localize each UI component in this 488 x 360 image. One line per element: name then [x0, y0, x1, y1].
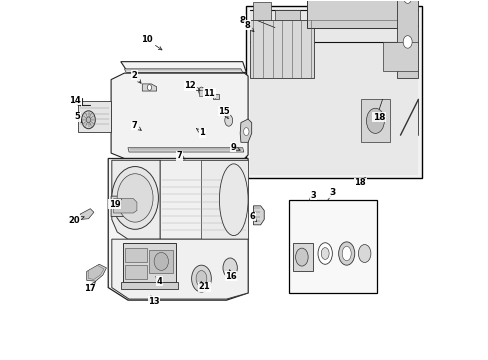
Polygon shape — [88, 265, 104, 279]
Text: 19: 19 — [109, 199, 121, 209]
Polygon shape — [128, 148, 244, 152]
Text: 16: 16 — [224, 270, 236, 280]
Ellipse shape — [147, 85, 151, 90]
Ellipse shape — [196, 271, 206, 287]
Bar — [125, 248, 147, 262]
Polygon shape — [111, 196, 140, 217]
Polygon shape — [160, 160, 247, 239]
Ellipse shape — [403, 36, 411, 48]
Ellipse shape — [117, 174, 153, 222]
Ellipse shape — [366, 108, 384, 134]
Ellipse shape — [317, 243, 332, 264]
Polygon shape — [360, 99, 389, 142]
Text: 18: 18 — [354, 178, 366, 187]
Polygon shape — [142, 84, 156, 91]
Ellipse shape — [112, 167, 158, 229]
Ellipse shape — [321, 248, 328, 260]
Polygon shape — [112, 160, 160, 239]
Ellipse shape — [243, 128, 248, 135]
Ellipse shape — [224, 115, 232, 126]
Polygon shape — [274, 10, 300, 21]
Bar — [212, 94, 219, 99]
Bar — [122, 243, 176, 282]
Text: 9: 9 — [230, 143, 240, 152]
Polygon shape — [253, 3, 271, 21]
Text: 17: 17 — [84, 282, 96, 293]
Polygon shape — [249, 10, 418, 175]
Ellipse shape — [358, 244, 370, 262]
Text: 3: 3 — [328, 188, 335, 197]
Text: 4: 4 — [156, 276, 162, 285]
Text: 13: 13 — [148, 296, 160, 306]
Text: 20: 20 — [69, 216, 84, 225]
Text: 21: 21 — [198, 282, 210, 291]
Polygon shape — [111, 73, 247, 158]
Text: 14: 14 — [69, 96, 81, 106]
Polygon shape — [306, 0, 403, 28]
Polygon shape — [124, 69, 242, 72]
Polygon shape — [253, 206, 264, 225]
Text: 15: 15 — [218, 107, 229, 118]
Polygon shape — [121, 62, 246, 72]
Polygon shape — [249, 21, 314, 78]
Text: 7: 7 — [176, 151, 184, 160]
Polygon shape — [396, 0, 418, 78]
Ellipse shape — [338, 242, 354, 265]
Polygon shape — [108, 158, 247, 300]
Polygon shape — [78, 101, 111, 132]
Text: 8: 8 — [239, 16, 245, 25]
Ellipse shape — [223, 258, 237, 278]
Ellipse shape — [342, 246, 350, 261]
Polygon shape — [113, 199, 137, 213]
Text: 3: 3 — [309, 191, 316, 200]
Polygon shape — [382, 42, 418, 71]
Bar — [246, 6, 421, 178]
Polygon shape — [240, 119, 251, 142]
Text: 7: 7 — [132, 121, 141, 130]
Ellipse shape — [295, 248, 307, 266]
Polygon shape — [86, 264, 106, 281]
Text: 10: 10 — [141, 35, 162, 50]
Text: 2: 2 — [131, 71, 141, 83]
Ellipse shape — [154, 252, 168, 270]
Ellipse shape — [191, 265, 211, 292]
Ellipse shape — [219, 164, 247, 235]
Text: 18: 18 — [372, 113, 385, 122]
Bar — [149, 250, 172, 273]
Polygon shape — [201, 160, 247, 239]
Ellipse shape — [403, 0, 410, 3]
Bar — [199, 90, 203, 96]
Ellipse shape — [198, 87, 204, 95]
Polygon shape — [80, 209, 94, 220]
Ellipse shape — [86, 117, 90, 123]
Text: 12: 12 — [184, 81, 200, 90]
Polygon shape — [112, 239, 247, 299]
Ellipse shape — [81, 111, 95, 129]
Text: 6: 6 — [249, 212, 256, 222]
Bar — [292, 243, 312, 271]
Text: 5: 5 — [75, 112, 82, 123]
Text: 1: 1 — [196, 128, 204, 137]
Text: 8: 8 — [244, 21, 253, 32]
Text: 11: 11 — [203, 89, 215, 98]
Bar — [125, 265, 147, 279]
Bar — [289, 200, 376, 293]
Polygon shape — [121, 282, 178, 289]
